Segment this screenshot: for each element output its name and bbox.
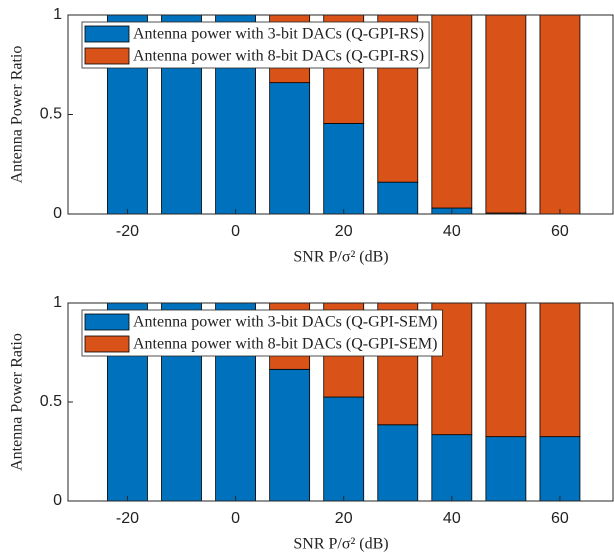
bar (539, 14, 581, 215)
legend-swatch (84, 25, 130, 43)
legend-swatch (84, 47, 130, 65)
bar (377, 181, 419, 215)
y-tick-label: 1 (53, 6, 62, 23)
bar (323, 396, 365, 502)
x-tick-label: 0 (231, 510, 240, 527)
x-tick-label: -20 (116, 510, 139, 527)
x-tick-label: 60 (551, 223, 569, 240)
x-axis-label: SNR P/σ² (dB) (293, 536, 388, 553)
bar (485, 436, 527, 502)
bar (539, 302, 581, 438)
x-tick-label: 20 (335, 223, 353, 240)
y-tick-label: 0 (53, 492, 62, 509)
bar (377, 424, 419, 502)
legend-swatch (84, 313, 130, 331)
y-tick-label: 0.5 (40, 393, 62, 410)
x-tick-label: 40 (443, 510, 461, 527)
legend-label: Antenna power with 3-bit DACs (Q-GPI-SEM… (133, 314, 437, 331)
x-tick-label: 20 (335, 510, 353, 527)
legend-label: Antenna power with 3-bit DACs (Q-GPI-RS) (133, 26, 424, 43)
legend-label: Antenna power with 8-bit DACs (Q-GPI-RS) (133, 48, 424, 65)
legend-label: Antenna power with 8-bit DACs (Q-GPI-SEM… (133, 336, 437, 353)
legend-swatch (84, 335, 130, 353)
legend-box (81, 309, 443, 357)
bar (269, 368, 311, 502)
bar (539, 436, 581, 502)
x-tick-label: 60 (551, 510, 569, 527)
bar (269, 82, 311, 215)
bar (485, 14, 527, 214)
bar (485, 302, 527, 438)
bar (431, 434, 473, 502)
bar (323, 123, 365, 215)
y-tick-label: 0.5 (40, 106, 62, 123)
legend-box (81, 21, 430, 69)
y-tick-label: 1 (53, 294, 62, 311)
x-tick-label: -20 (116, 223, 139, 240)
y-axis-label: Antenna Power Ratio (9, 333, 26, 471)
y-tick-label: 0 (53, 205, 62, 222)
x-tick-label: 0 (231, 223, 240, 240)
x-tick-label: 40 (443, 223, 461, 240)
bar (431, 14, 473, 209)
x-axis-label: SNR P/σ² (dB) (293, 249, 388, 266)
y-axis-label: Antenna Power Ratio (9, 46, 26, 184)
